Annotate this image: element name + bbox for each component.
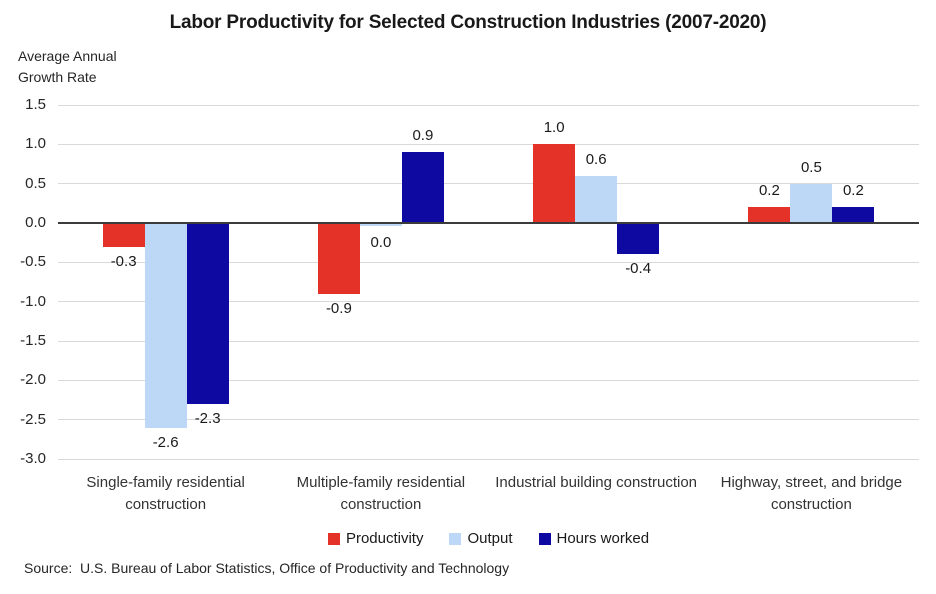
y-axis-tick-label: 0.0 [25, 214, 46, 231]
bar-hours-worked-3 [832, 207, 875, 223]
bar-productivity-0 [102, 223, 145, 247]
y-axis-tick-label: -2.5 [20, 410, 46, 428]
legend-label: Productivity [345, 530, 424, 547]
gridline [58, 340, 919, 342]
legend-item-hours-worked: Hours worked [538, 530, 650, 547]
plot-area: -0.3 -2.6 -2.3 -0.9 0.0 0.9 1.0 0.6 -0.4 0.2 0.5 0.… [58, 104, 919, 460]
legend-swatch-icon [327, 532, 340, 545]
y-axis-tick-label: -1.0 [20, 292, 46, 310]
x-axis-category-label: Single-family residential construction [86, 474, 245, 513]
legend-item-productivity: Productivity [327, 530, 424, 547]
y-axis-tick-label: 0.5 [25, 174, 46, 192]
y-axis-title-line2: Growth Rate [18, 69, 97, 85]
bar-output-3 [790, 183, 833, 223]
bar-output-2 [575, 175, 618, 223]
bar-productivity-2 [533, 144, 576, 223]
bar-productivity-1 [317, 223, 360, 294]
zero-axis-line [58, 222, 919, 224]
bar-value-label: 0.6 [585, 150, 607, 168]
gridline [58, 104, 919, 106]
gridline [58, 419, 919, 421]
bar-value-label: -2.3 [194, 409, 221, 427]
gridline [58, 379, 919, 381]
gridline [58, 183, 919, 185]
x-axis-category-label: Highway, street, and bridge construction [720, 474, 903, 513]
y-axis-tick-label: -0.5 [20, 253, 46, 271]
bar-value-label: 0.2 [842, 182, 864, 200]
legend: Productivity Output Hours worked [58, 530, 919, 547]
legend-swatch-icon [449, 532, 462, 545]
y-axis-tick-label: 1.5 [25, 96, 46, 113]
bar-productivity-3 [748, 207, 791, 223]
source-note: Source: U.S. Bureau of Labor Statistics,… [24, 560, 510, 576]
bar-output-0 [144, 223, 187, 428]
y-axis-tick-label: -1.5 [20, 332, 46, 349]
bar-value-label: -2.6 [152, 433, 179, 451]
bar-hours-worked-2 [617, 223, 660, 255]
bar-value-label: -0.4 [625, 260, 652, 278]
bar-value-label: 0.2 [758, 182, 780, 200]
gridline [58, 143, 919, 145]
bar-value-label: 0.9 [412, 127, 434, 145]
bar-value-label: -0.3 [110, 252, 137, 270]
bar-value-label: 0.0 [370, 234, 392, 251]
legend-label: Output [467, 530, 513, 547]
y-axis-tick-label: -3.0 [20, 450, 46, 467]
bar-value-label: -0.9 [325, 299, 352, 317]
y-axis-tick-label: 1.0 [25, 135, 46, 153]
bar-hours-worked-0 [186, 223, 229, 404]
x-axis-category-label: Multiple-family residential construction [296, 474, 466, 513]
bar-output-1 [359, 223, 402, 226]
bar-value-label: 1.0 [543, 119, 565, 137]
bar-value-label: 0.5 [800, 158, 822, 176]
legend-swatch-icon [538, 532, 551, 545]
gridline [58, 301, 919, 303]
legend-item-output: Output [449, 530, 513, 547]
y-axis-tick-label: -2.0 [20, 371, 46, 389]
bar-hours-worked-1 [401, 152, 444, 223]
gridline [58, 458, 919, 460]
chart-title: Labor Productivity for Selected Construc… [169, 12, 767, 33]
x-axis-category-label: Industrial building construction [495, 474, 698, 491]
legend-label: Hours worked [556, 530, 650, 547]
y-axis-title: Average Annual Growth Rate [18, 46, 117, 88]
gridline [58, 261, 919, 263]
y-axis-title-line1: Average Annual [18, 48, 117, 64]
